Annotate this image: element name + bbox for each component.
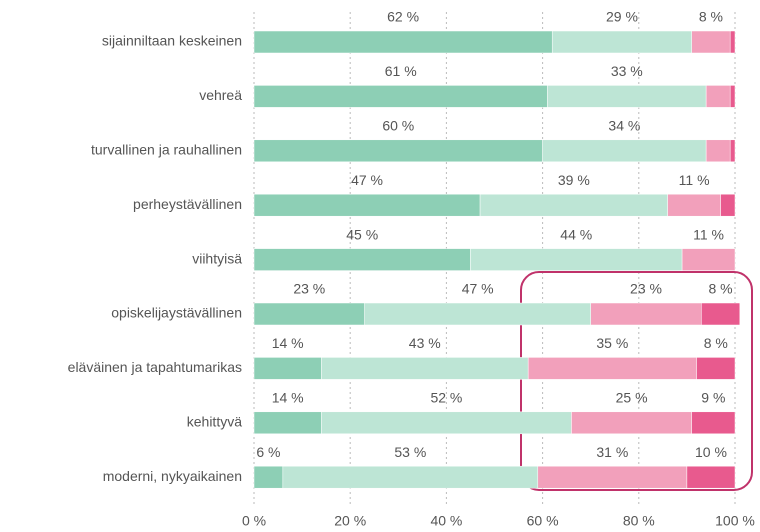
- bar-segment: [720, 193, 736, 217]
- value-label: 8 %: [704, 335, 728, 351]
- value-label: 62 %: [387, 9, 419, 25]
- bar-segment: [729, 85, 736, 108]
- category-label: viihtyisä: [192, 250, 242, 266]
- bar-segment: [537, 465, 688, 489]
- bar-segment: [479, 193, 668, 217]
- value-label: 45 %: [346, 226, 378, 242]
- bar-segment: [321, 411, 572, 435]
- bar-segment: [364, 302, 591, 326]
- value-label: 23 %: [630, 281, 662, 297]
- value-label: 9 %: [701, 390, 725, 406]
- value-label: 31 %: [596, 444, 628, 460]
- bar-segment: [696, 357, 736, 380]
- bar-segment: [705, 139, 731, 163]
- value-label: 44 %: [560, 226, 592, 242]
- category-label: turvallinen ja rauhallinen: [91, 142, 242, 158]
- x-tick-label: 60 %: [527, 513, 559, 529]
- value-label: 33 %: [611, 63, 643, 79]
- bar-segment: [253, 30, 553, 54]
- bar-segment: [321, 357, 529, 380]
- value-label: 53 %: [394, 444, 426, 460]
- bar-segment: [253, 411, 322, 435]
- category-label: vehreä: [199, 87, 242, 103]
- value-label: 35 %: [596, 335, 628, 351]
- bar-segment: [542, 139, 707, 163]
- x-tick-label: 80 %: [623, 513, 655, 529]
- value-label: 47 %: [462, 281, 494, 297]
- value-label: 43 %: [409, 335, 441, 351]
- category-label: opiskelijaystävällinen: [111, 305, 242, 321]
- x-tick-label: 40 %: [430, 513, 462, 529]
- bar-segment: [729, 139, 736, 163]
- bar-segment: [253, 465, 284, 489]
- bar-segment: [729, 30, 736, 54]
- value-label: 47 %: [351, 172, 383, 188]
- category-label: perheystävällinen: [133, 196, 242, 212]
- value-label: 34 %: [608, 118, 640, 134]
- bar-segment: [667, 193, 721, 217]
- value-label: 60 %: [382, 118, 414, 134]
- bar-segment: [681, 248, 736, 271]
- bar-segment: [705, 85, 731, 108]
- value-label: 25 %: [616, 390, 648, 406]
- bar-segment: [547, 85, 707, 108]
- value-label: 61 %: [385, 63, 417, 79]
- value-label: 39 %: [558, 172, 590, 188]
- bar-segment: [701, 302, 741, 326]
- value-label: 11 %: [693, 226, 724, 242]
- bar-segment: [253, 248, 471, 271]
- bar-segment: [527, 357, 697, 380]
- category-label: moderni, nykyaikainen: [103, 468, 242, 484]
- bar-segment: [571, 411, 692, 435]
- x-tick-label: 20 %: [334, 513, 366, 529]
- bar-segment: [551, 30, 692, 54]
- x-tick-label: 100 %: [715, 513, 755, 529]
- category-label: kehittyvä: [187, 414, 242, 430]
- value-label: 14 %: [272, 390, 304, 406]
- bar-segment: [253, 302, 365, 326]
- category-label: sijainniltaan keskeinen: [102, 33, 242, 49]
- bar-segment: [253, 357, 322, 380]
- category-label: eläväinen ja tapahtumarikas: [68, 359, 242, 375]
- bar-segment: [253, 193, 481, 217]
- value-label: 6 %: [256, 444, 280, 460]
- value-label: 8 %: [709, 281, 733, 297]
- bar-segment: [470, 248, 683, 271]
- value-label: 52 %: [430, 390, 462, 406]
- value-label: 8 %: [699, 9, 723, 25]
- value-label: 11 %: [679, 172, 710, 188]
- value-label: 14 %: [272, 335, 304, 351]
- highlight-box: [520, 271, 753, 491]
- bar-segment: [691, 30, 731, 54]
- bar-segment: [686, 465, 736, 489]
- value-label: 29 %: [606, 9, 638, 25]
- bar-segment: [253, 139, 543, 163]
- bar-segment: [282, 465, 539, 489]
- bar-segment: [253, 85, 548, 108]
- x-tick-label: 0 %: [242, 513, 266, 529]
- bar-segment: [691, 411, 736, 435]
- bar-segment: [590, 302, 702, 326]
- value-label: 10 %: [695, 444, 727, 460]
- value-label: 23 %: [293, 281, 325, 297]
